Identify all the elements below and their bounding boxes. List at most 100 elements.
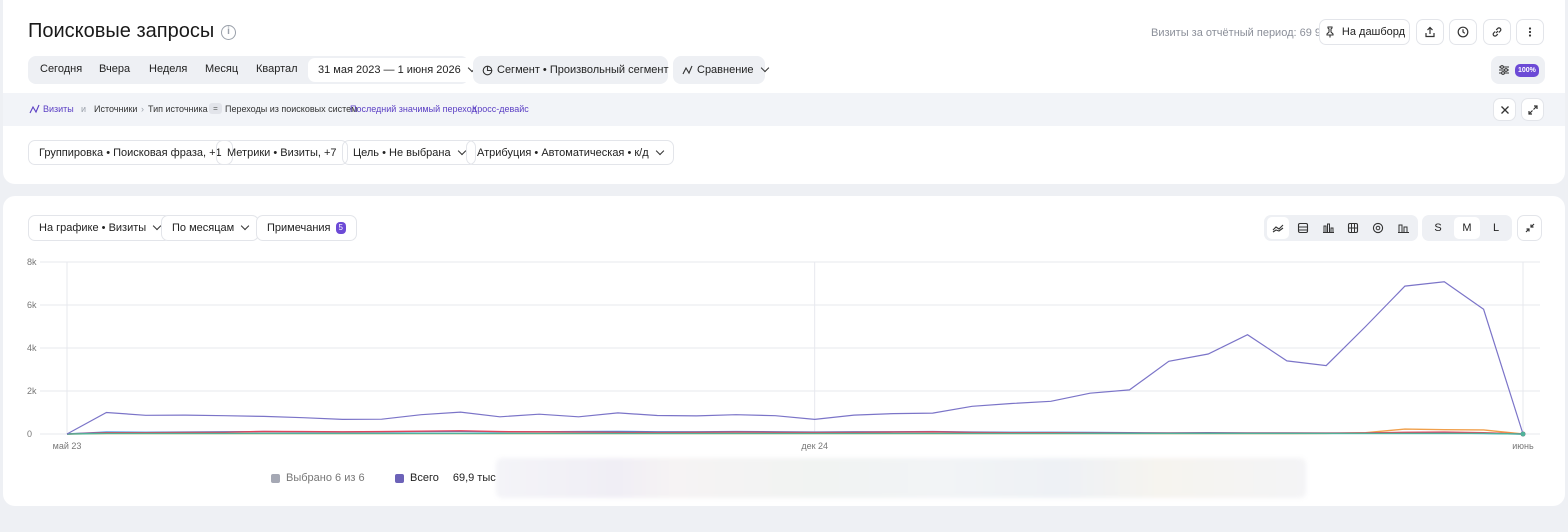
- legend-total[interactable]: Всего 69,9 тыс: [395, 472, 496, 484]
- y-tick-label: 0: [27, 429, 32, 439]
- more-button[interactable]: [1516, 19, 1544, 45]
- legend-total-value: 69,9 тыс: [452, 472, 496, 484]
- breadcrumb-source-type[interactable]: Тип источника: [148, 104, 208, 114]
- breadcrumb-sources[interactable]: Источники: [94, 104, 138, 114]
- dashboard-button-label: На дашборд: [1341, 26, 1406, 38]
- series-line[interactable]: [66, 432, 1524, 435]
- table-chart-icon: [1347, 222, 1359, 234]
- series-end-point: [1520, 431, 1526, 437]
- period-grouping-label: По месяцам: [172, 222, 235, 234]
- chart-type-area[interactable]: [1292, 217, 1314, 239]
- equals-badge: =: [209, 103, 222, 114]
- breadcrumb-separator: ›: [141, 104, 144, 114]
- expand-icon: [1527, 104, 1538, 115]
- history-button[interactable]: [1449, 19, 1477, 45]
- segment-selector[interactable]: Сегмент • Произвольный сегмент: [474, 58, 691, 82]
- chevron-down-icon: [457, 146, 466, 155]
- collapse-chart-button[interactable]: [1517, 215, 1542, 241]
- chart-type-table[interactable]: [1342, 217, 1364, 239]
- page-title: Поисковые запросы: [28, 20, 215, 42]
- compare-selector-bg: [673, 56, 765, 84]
- close-filter-button[interactable]: [1493, 98, 1516, 121]
- dashboard-button[interactable]: На дашборд: [1319, 19, 1410, 45]
- chart-size-selector: S M L: [1422, 215, 1512, 241]
- share-link-button[interactable]: [1483, 19, 1511, 45]
- period-quarter[interactable]: Квартал: [256, 63, 298, 75]
- chart-type-bar[interactable]: [1317, 217, 1339, 239]
- on-chart-selector[interactable]: На графике • Визиты: [28, 215, 172, 241]
- expand-filter-button[interactable]: [1521, 98, 1544, 121]
- info-icon[interactable]: i: [221, 25, 236, 40]
- chevron-down-icon: [655, 146, 664, 155]
- x-tick-label: июнь: [1512, 441, 1534, 451]
- compare-icon: [682, 65, 693, 74]
- chart-type-columns[interactable]: [1392, 217, 1414, 239]
- y-tick-label: 4k: [27, 343, 37, 353]
- goal-filter-label: Цель • Не выбрана: [353, 146, 451, 159]
- chevron-down-icon: [240, 221, 250, 231]
- date-range-picker[interactable]: 31 мая 2023 — 1 июня 2026: [308, 58, 485, 82]
- stacked-area-icon: [1297, 222, 1309, 234]
- segment-icon: [482, 65, 493, 75]
- export-icon: [1425, 26, 1435, 38]
- legend-total-label: Всего: [410, 472, 439, 484]
- chart-type-line[interactable]: [1267, 217, 1289, 239]
- size-m-button[interactable]: M: [1454, 217, 1480, 239]
- segment-label: Сегмент • Произвольный сегмент: [497, 64, 669, 76]
- close-icon: [1500, 105, 1509, 114]
- y-tick-label: 6k: [27, 300, 37, 310]
- chevron-down-icon: [760, 63, 769, 73]
- compare-icon: [29, 104, 40, 114]
- series-line[interactable]: [66, 281, 1524, 435]
- breadcrumb: Визиты и Источники › Тип источника = Пер…: [3, 93, 1565, 126]
- checkbox-icon: [271, 473, 280, 483]
- x-tick-label: май 23: [53, 441, 82, 451]
- period-grouping-selector[interactable]: По месяцам: [161, 215, 260, 241]
- pin-icon: [1326, 26, 1334, 38]
- period-week[interactable]: Неделя: [149, 63, 188, 75]
- breadcrumb-source-value[interactable]: Переходы из поисковых систем: [225, 104, 358, 114]
- clock-icon: [1457, 26, 1469, 38]
- settings-sliders-icon: [1499, 65, 1509, 75]
- period-month[interactable]: Месяц: [205, 63, 239, 75]
- column-chart-icon: [1398, 224, 1409, 233]
- line-chart: 0 2k 4k 6k 8k май 23 дек 24 июнь: [27, 257, 1540, 451]
- line-chart-icon: [1272, 224, 1284, 233]
- y-tick-label: 8k: [27, 257, 37, 267]
- compare-selector[interactable]: Сравнение: [674, 58, 776, 82]
- legend-selected-label: Выбрано 6 из 6: [286, 472, 365, 484]
- attribution-filter-label: Атрибуция • Автоматическая • к/д: [477, 146, 649, 159]
- period-yesterday[interactable]: Вчера: [99, 63, 131, 75]
- breadcrumb-attribution[interactable]: Последний значимый переход: [350, 104, 477, 114]
- size-s-button[interactable]: S: [1434, 222, 1442, 234]
- metrics-filter-label: Метрики • Визиты, +7: [227, 146, 337, 159]
- on-chart-label: На графике • Визиты: [39, 222, 147, 234]
- attribution-filter[interactable]: Атрибуция • Автоматическая • к/д: [466, 140, 674, 165]
- breadcrumb-and: и: [81, 104, 87, 114]
- period-today[interactable]: Сегодня: [40, 63, 83, 75]
- y-tick-label: 2k: [27, 386, 37, 396]
- series-legend-blurred: [496, 458, 1306, 498]
- pie-chart-icon: [1372, 222, 1384, 234]
- grouping-filter[interactable]: Группировка • Поисковая фраза, +1: [28, 140, 233, 165]
- bar-chart-icon: [1323, 223, 1334, 233]
- legend-selected[interactable]: Выбрано 6 из 6: [271, 472, 365, 484]
- breadcrumb-metric[interactable]: Визиты: [43, 104, 74, 114]
- goal-filter[interactable]: Цель • Не выбрана: [342, 140, 476, 165]
- link-icon: [1492, 27, 1502, 37]
- segment-selector-bg: [473, 56, 668, 84]
- export-button[interactable]: [1416, 19, 1444, 45]
- x-tick-label: дек 24: [801, 441, 828, 451]
- notes-label: Примечания: [267, 222, 331, 234]
- notes-count-badge: 5: [335, 222, 346, 234]
- compare-label: Сравнение: [697, 64, 754, 76]
- visits-summary: Визиты за отчётный период: 69 991: [1151, 27, 1334, 39]
- chart-type-pie[interactable]: [1367, 217, 1389, 239]
- breadcrumb-cross-device[interactable]: Кросс-девайс: [472, 104, 529, 114]
- report-header-card: Поисковые запросы i Визиты за отчётный п…: [3, 0, 1565, 184]
- chart-card: [3, 196, 1565, 506]
- size-l-button[interactable]: L: [1492, 222, 1500, 234]
- metrics-filter[interactable]: Метрики • Визиты, +7: [216, 140, 348, 165]
- notes-button[interactable]: Примечания 5: [256, 215, 357, 241]
- date-range-label: 31 мая 2023 — 1 июня 2026: [318, 64, 461, 76]
